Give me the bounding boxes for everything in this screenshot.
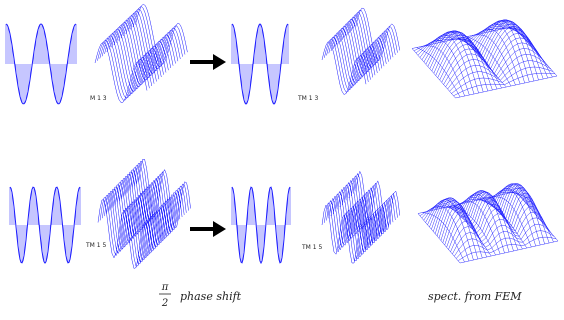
profile xyxy=(6,24,76,104)
arrow xyxy=(190,221,226,237)
hatch xyxy=(232,187,290,263)
fem-mesh xyxy=(412,20,557,98)
hatch xyxy=(10,187,80,263)
profile xyxy=(10,187,80,263)
surface xyxy=(322,171,400,263)
hatch xyxy=(6,24,76,104)
surface xyxy=(98,159,191,268)
arrow xyxy=(190,54,226,70)
mode-label: TM 1 3 xyxy=(297,95,318,102)
caption: spect. from FEM xyxy=(428,290,522,303)
fraction-denominator: 2 xyxy=(161,298,168,309)
profile xyxy=(232,187,290,263)
mode-label: TM 1 5 xyxy=(301,244,322,251)
figure: M 1 3 TM 1 3 TM 1 5 TM 1 5 π 2 phase shi… xyxy=(0,0,564,320)
wireframes xyxy=(6,4,558,268)
fem-mesh xyxy=(418,184,558,263)
surface xyxy=(95,4,187,102)
fraction-numerator: π xyxy=(161,282,169,293)
hatch xyxy=(232,24,288,104)
surface xyxy=(322,8,400,94)
mode-label: M 1 3 xyxy=(90,95,107,102)
caption: phase shift xyxy=(180,290,242,303)
mode-label: TM 1 5 xyxy=(85,242,106,249)
